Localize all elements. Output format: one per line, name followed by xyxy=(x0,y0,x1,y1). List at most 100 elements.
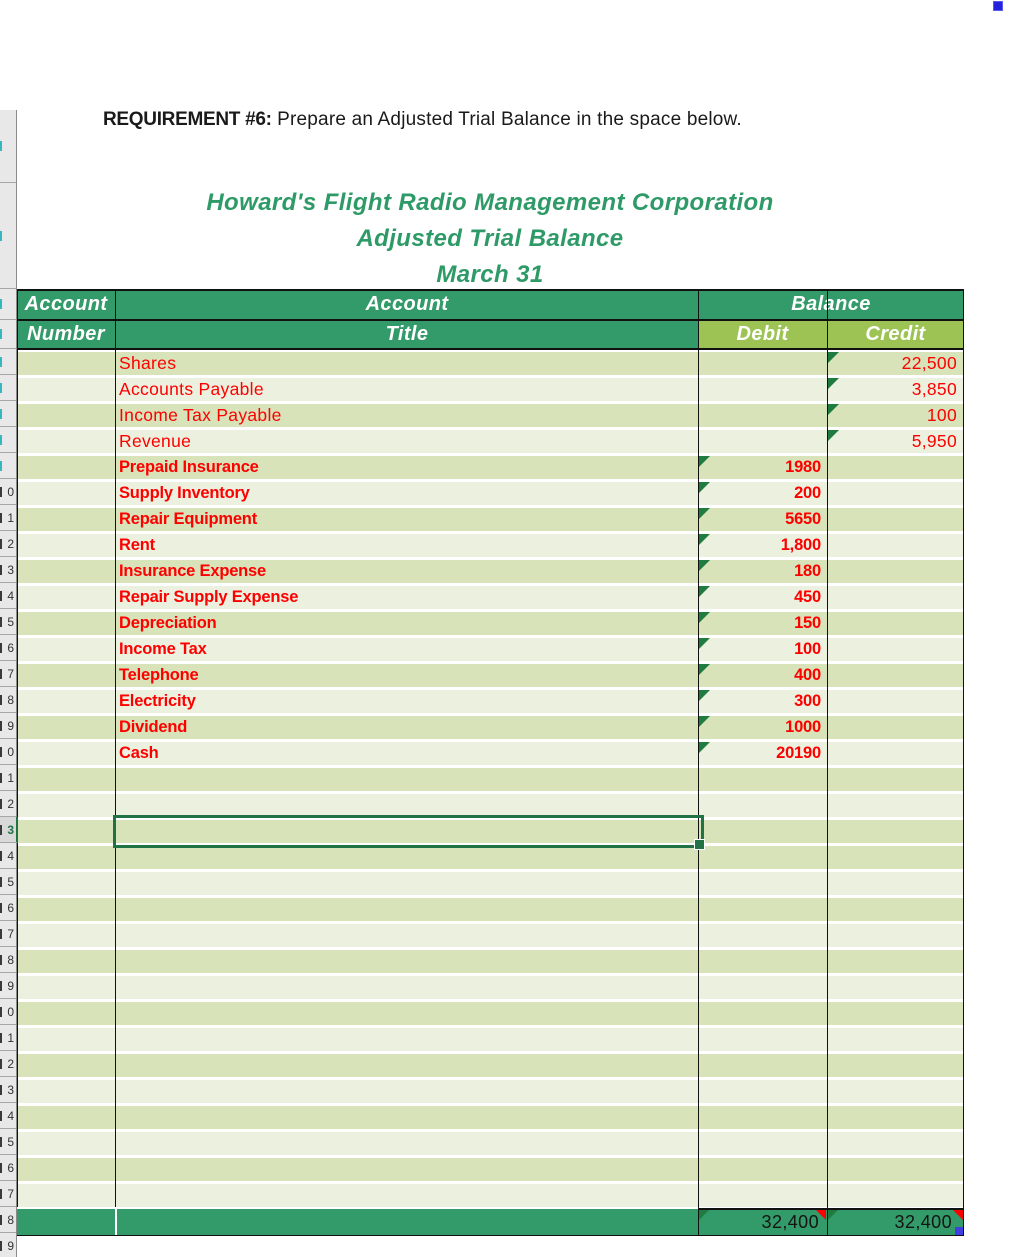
row-header[interactable]: 9 xyxy=(0,973,16,999)
header-account-title-2[interactable]: Title xyxy=(116,320,698,349)
cell-account-number[interactable] xyxy=(16,1106,116,1129)
cell-credit[interactable] xyxy=(827,716,964,739)
cell-credit[interactable] xyxy=(827,1054,964,1077)
cell-account-title[interactable] xyxy=(116,534,698,557)
cell-account-number[interactable] xyxy=(16,638,116,661)
cell-account-title[interactable] xyxy=(116,898,698,921)
selection-fill-handle[interactable] xyxy=(694,839,705,850)
cell-credit[interactable] xyxy=(827,1184,964,1207)
row-header[interactable] xyxy=(0,401,16,427)
cell-debit[interactable] xyxy=(698,1028,827,1051)
cell-debit[interactable] xyxy=(698,456,827,479)
cell-account-number[interactable] xyxy=(16,1132,116,1155)
cell-credit[interactable] xyxy=(827,794,964,817)
row-header[interactable]: 8 xyxy=(0,687,16,713)
cell-account-title[interactable] xyxy=(116,1002,698,1025)
cell-credit[interactable] xyxy=(827,1002,964,1025)
cell-account-number[interactable] xyxy=(16,534,116,557)
cell-account-number[interactable] xyxy=(16,872,116,895)
row-header[interactable] xyxy=(0,427,16,453)
cell-debit[interactable] xyxy=(698,638,827,661)
cell-account-title[interactable] xyxy=(116,456,698,479)
row-header[interactable]: 4 xyxy=(0,583,16,609)
cell-account-number[interactable] xyxy=(16,1028,116,1051)
row-header[interactable]: 6 xyxy=(0,895,16,921)
cell-debit[interactable] xyxy=(698,430,827,453)
cell-credit[interactable] xyxy=(827,560,964,583)
cell-account-number[interactable] xyxy=(16,898,116,921)
cell-debit[interactable] xyxy=(698,846,827,869)
cell-account-title[interactable] xyxy=(116,716,698,739)
cell-account-title[interactable] xyxy=(116,1028,698,1051)
cell-debit[interactable] xyxy=(698,482,827,505)
cell-account-number[interactable] xyxy=(16,430,116,453)
cell-account-number[interactable] xyxy=(16,820,116,843)
cell-account-number[interactable] xyxy=(16,716,116,739)
cell-debit[interactable] xyxy=(698,664,827,687)
row-header[interactable] xyxy=(0,349,16,375)
header-account-number-1[interactable]: Account xyxy=(16,289,116,320)
row-header[interactable]: 0 xyxy=(0,999,16,1025)
cell-account-number[interactable] xyxy=(16,456,116,479)
row-header[interactable]: 3 xyxy=(0,557,16,583)
cell-account-title[interactable] xyxy=(116,664,698,687)
cell-account-title[interactable] xyxy=(116,638,698,661)
row-header[interactable]: 2 xyxy=(0,531,16,557)
row-header[interactable]: 2 xyxy=(0,1051,16,1077)
cell-credit[interactable] xyxy=(827,820,964,843)
cell-credit[interactable] xyxy=(827,612,964,635)
header-credit[interactable]: Credit xyxy=(827,320,964,349)
total-credit-cell[interactable]: 32,400 xyxy=(894,1212,952,1232)
row-header[interactable]: 6 xyxy=(0,1155,16,1181)
cell-account-title[interactable] xyxy=(116,768,698,791)
cell-account-number[interactable] xyxy=(16,586,116,609)
cell-debit[interactable] xyxy=(698,898,827,921)
row-header[interactable]: 6 xyxy=(0,635,16,661)
cell-account-title[interactable] xyxy=(116,560,698,583)
cell-credit[interactable] xyxy=(827,768,964,791)
row-header[interactable] xyxy=(0,375,16,401)
cell-credit[interactable] xyxy=(827,898,964,921)
cell-credit[interactable] xyxy=(827,404,964,427)
header-account-title-1[interactable]: Account xyxy=(116,289,698,320)
cell-credit[interactable] xyxy=(827,1106,964,1129)
row-header[interactable] xyxy=(0,183,16,289)
cell-account-title[interactable] xyxy=(116,612,698,635)
selected-cell-outline[interactable] xyxy=(113,815,704,848)
cell-credit[interactable] xyxy=(827,638,964,661)
cell-account-number[interactable] xyxy=(16,612,116,635)
cell-account-title[interactable] xyxy=(116,586,698,609)
cell-account-number[interactable] xyxy=(16,482,116,505)
row-header[interactable] xyxy=(0,289,16,320)
row-header[interactable]: 3 xyxy=(0,817,18,843)
cell-account-title[interactable] xyxy=(116,924,698,947)
cell-account-number[interactable] xyxy=(16,794,116,817)
cell-account-number[interactable] xyxy=(16,378,116,401)
cell-account-title[interactable] xyxy=(116,846,698,869)
cell-account-number[interactable] xyxy=(16,664,116,687)
cell-account-title[interactable] xyxy=(116,1132,698,1155)
cell-credit[interactable] xyxy=(827,456,964,479)
cell-debit[interactable] xyxy=(698,1080,827,1103)
cell-account-number[interactable] xyxy=(16,1184,116,1207)
header-balance[interactable]: Balance xyxy=(698,289,964,320)
cell-account-title[interactable] xyxy=(116,1106,698,1129)
row-header[interactable]: 4 xyxy=(0,843,16,869)
row-header[interactable]: 5 xyxy=(0,609,16,635)
cell-debit[interactable] xyxy=(698,378,827,401)
row-header[interactable]: 9 xyxy=(0,713,16,739)
cell-account-number[interactable] xyxy=(16,950,116,973)
row-header[interactable]: 1 xyxy=(0,1025,16,1051)
cell-account-number[interactable] xyxy=(16,742,116,765)
cell-credit[interactable] xyxy=(827,352,964,375)
row-header[interactable]: 7 xyxy=(0,1181,16,1207)
cell-account-number[interactable] xyxy=(16,846,116,869)
total-debit-cell[interactable]: 32,400 xyxy=(761,1212,819,1232)
cell-debit[interactable] xyxy=(698,976,827,999)
cell-debit[interactable] xyxy=(698,1158,827,1181)
cell-debit[interactable] xyxy=(698,1132,827,1155)
cell-credit[interactable] xyxy=(827,950,964,973)
cell-credit[interactable] xyxy=(827,846,964,869)
cell-account-number[interactable] xyxy=(16,690,116,713)
cell-account-title[interactable] xyxy=(116,1158,698,1181)
